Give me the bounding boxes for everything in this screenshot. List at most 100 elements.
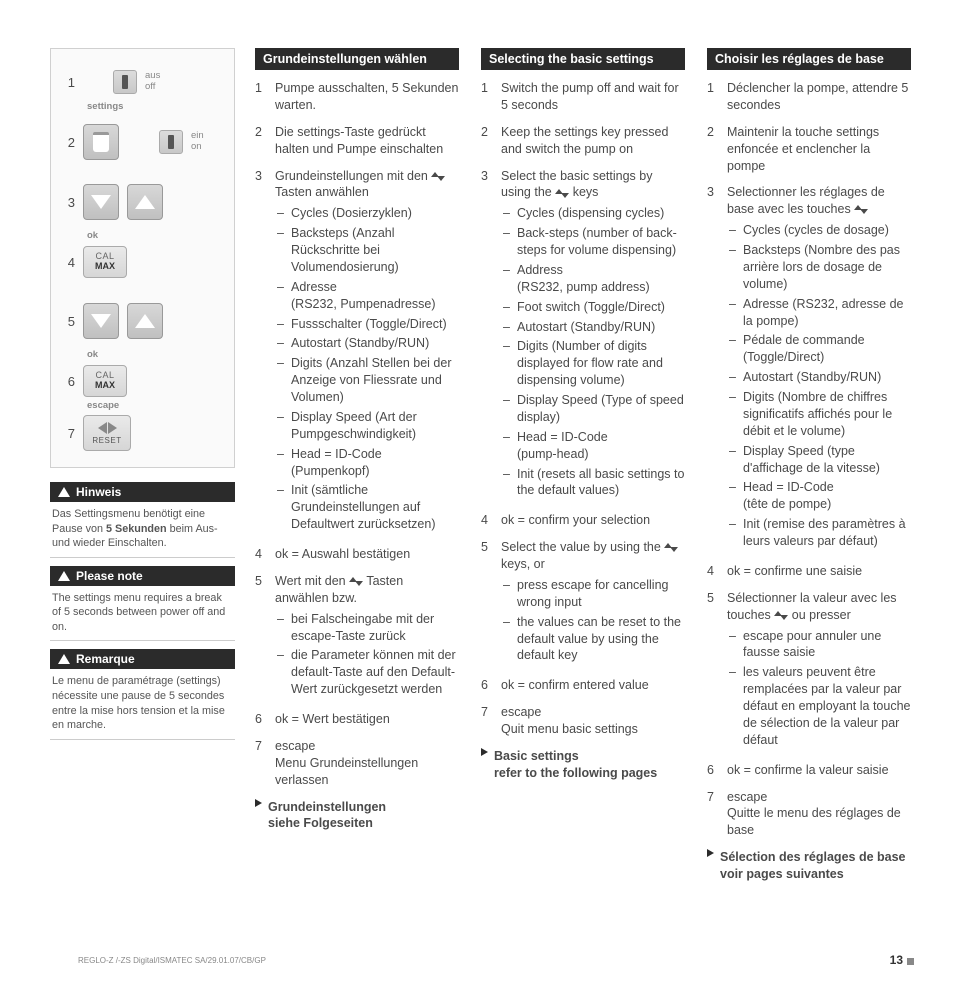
sub-item: Cycles (Dosierzyklen): [275, 205, 459, 222]
sub-item: Cycles (dispensing cycles): [501, 205, 685, 222]
sub-item: bei Falscheingabe mit der escape-Taste z…: [275, 611, 459, 645]
page-layout: 1 aus off settings 2 ein on: [50, 48, 914, 883]
updown-icon: [664, 543, 678, 552]
sidebar: 1 aus off settings 2 ein on: [50, 48, 235, 883]
reset-button-icon: RESET: [83, 415, 131, 451]
diagram-step-3: 3: [65, 176, 224, 228]
sub-item: Head = ID-Code(pump-head): [501, 429, 685, 463]
column-heading: Grundeinstellungen wählen: [255, 48, 459, 70]
diagram-step-4: 4 CAL MAX: [65, 245, 224, 279]
sub-item: Display Speed (type d'affichage de la vi…: [727, 443, 911, 477]
sub-list: Cycles (Dosierzyklen)Backsteps (Anzahl R…: [275, 205, 459, 533]
step-number: 6: [707, 762, 717, 779]
step-item: 3Selectionner les réglages de base avec …: [707, 184, 911, 553]
step-text: ok = confirm your selection: [501, 512, 685, 529]
step-text: Wert mit den Tasten anwählen bzw.bei Fal…: [275, 573, 459, 701]
steps-list: 1Pumpe ausschalten, 5 Sekunden warten. 2D…: [255, 80, 459, 789]
sub-item: Autostart (Standby/RUN): [727, 369, 911, 386]
note-header: Remarque: [50, 649, 235, 669]
sub-list: Cycles (cycles de dosage)Backsteps (Nomb…: [727, 222, 911, 550]
note-header: Hinweis: [50, 482, 235, 502]
square-icon: [907, 958, 914, 965]
note-body: Le menu de paramétrage (settings) nécess…: [50, 669, 235, 739]
sub-item: press escape for cancelling wrong input: [501, 577, 685, 611]
step-num: 2: [65, 135, 75, 150]
note-body: Das Settingsmenu benötigt eine Pause von…: [50, 502, 235, 558]
sub-item: les valeurs peuvent être remplacées par …: [727, 664, 911, 748]
arrow-right-icon: [255, 799, 262, 807]
diagram-step-1: 1 aus off: [65, 65, 224, 99]
sub-item: Cycles (cycles de dosage): [727, 222, 911, 239]
up-arrow-icon: [127, 184, 163, 220]
step-item: 5Wert mit den Tasten anwählen bzw.bei Fa…: [255, 573, 459, 701]
step-number: 7: [255, 738, 265, 789]
step-number: 3: [707, 184, 717, 553]
warning-icon: [58, 571, 70, 581]
ok-label: ok: [87, 230, 224, 241]
step-item: 2Die settings-Taste gedrückt halten und …: [255, 124, 459, 158]
step-text: Switch the pump off and wait for 5 secon…: [501, 80, 685, 114]
updown-icon: [854, 205, 868, 214]
continue-link: Basic settingsrefer to the following pag…: [481, 748, 685, 782]
sub-item: Digits (Anzahl Stellen bei der Anzeige v…: [275, 355, 459, 406]
power-switch-icon: [159, 130, 183, 154]
sub-item: Adresse(RS232, Pumpenadresse): [275, 279, 459, 313]
cal-max-button-icon: CAL MAX: [83, 246, 127, 278]
step-item: 3Grundeinstellungen mit den Tasten anwäh…: [255, 168, 459, 537]
step-number: 4: [707, 563, 717, 580]
updown-icon: [349, 577, 363, 586]
column-french: Choisir les réglages de base1Déclencher …: [705, 48, 913, 883]
updown-icon: [555, 189, 569, 198]
step-item: 5Select the value by using the keys, orp…: [481, 539, 685, 667]
step-item: 2Keep the settings key pressed and switc…: [481, 124, 685, 158]
step-text: Select the basic settings by using the k…: [501, 168, 685, 503]
step-item: 4 ok = confirm your selection: [481, 512, 685, 529]
diagram-step-7: 7 RESET: [65, 415, 224, 451]
step-item: 1Pumpe ausschalten, 5 Sekunden warten.: [255, 80, 459, 114]
step-number: 4: [255, 546, 265, 563]
sub-item: Foot switch (Toggle/Direct): [501, 299, 685, 316]
step-number: 7: [481, 704, 491, 738]
sub-item: Display Speed (Art der Pumpgeschwindigke…: [275, 409, 459, 443]
step-item: 7 escapeQuit menu basic settings: [481, 704, 685, 738]
step-text: Maintenir la touche settings enfoncée et…: [727, 124, 911, 175]
sub-list: escape pour annuler une fausse saisieles…: [727, 628, 911, 749]
step-text: Die settings-Taste gedrückt halten und P…: [275, 124, 459, 158]
steps-list: 1 Switch the pump off and wait for 5 seco…: [481, 80, 685, 738]
step-item: 2Maintenir la touche settings enfoncée e…: [707, 124, 911, 175]
step-text: escapeQuitte le menu des réglages de bas…: [727, 789, 911, 840]
footer-page: 13: [890, 953, 914, 967]
sub-list: bei Falscheingabe mit der escape-Taste z…: [275, 611, 459, 698]
step-number: 4: [481, 512, 491, 529]
step-item: 7escapeMenu Grundeinstellungen verlassen: [255, 738, 459, 789]
step-text: ok = confirme la valeur saisie: [727, 762, 911, 779]
diagram-step-6: 6 CAL MAX: [65, 364, 224, 398]
step-text: escapeQuit menu basic settings: [501, 704, 685, 738]
step-text: ok = Auswahl bestätigen: [275, 546, 459, 563]
step-text: Déclencher la pompe, attendre 5 secondes: [727, 80, 911, 114]
note-body: The settings menu requires a break of 5 …: [50, 586, 235, 642]
step-text: Pumpe ausschalten, 5 Sekunden warten.: [275, 80, 459, 114]
step-number: 2: [481, 124, 491, 158]
sub-item: Head = ID-Code(tête de pompe): [727, 479, 911, 513]
sub-item: Init (sämtliche Grundeinstellungen auf D…: [275, 482, 459, 533]
step-number: 1: [481, 80, 491, 114]
step-item: 4 ok = Auswahl bestätigen: [255, 546, 459, 563]
notes: HinweisDas Settingsmenu benötigt eine Pa…: [50, 482, 235, 740]
step-item: 6 ok = confirme la valeur saisie: [707, 762, 911, 779]
step-text: Selectionner les réglages de base avec l…: [727, 184, 911, 553]
sub-list: press escape for cancelling wrong inputt…: [501, 577, 685, 664]
column-heading: Selecting the basic settings: [481, 48, 685, 70]
step-item: 1Déclencher la pompe, attendre 5 seconde…: [707, 80, 911, 114]
sub-item: die Parameter können mit der default-Tas…: [275, 647, 459, 698]
sub-list: Cycles (dispensing cycles) Back-steps (nu…: [501, 205, 685, 499]
continue-link: Sélection des réglages de base voir page…: [707, 849, 911, 883]
diagram-step-5: 5: [65, 295, 224, 347]
step-item: 6ok = Wert bestätigen: [255, 711, 459, 728]
step-text: ok = Wert bestätigen: [275, 711, 459, 728]
aus-off-label: aus off: [145, 71, 160, 93]
sub-item: Pédale de commande (Toggle/Direct): [727, 332, 911, 366]
step-item: 3Select the basic settings by using the …: [481, 168, 685, 503]
note-title: Remarque: [76, 652, 135, 666]
sub-item: Back-steps (number of back-steps for vol…: [501, 225, 685, 259]
